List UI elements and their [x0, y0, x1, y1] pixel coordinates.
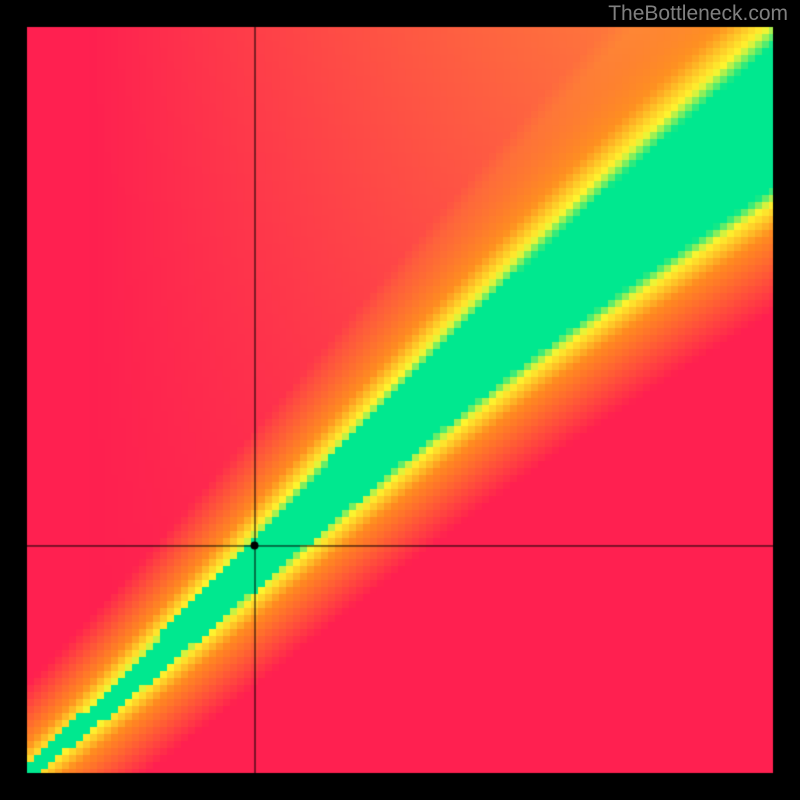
- bottleneck-heatmap: [0, 0, 800, 800]
- watermark-text: TheBottleneck.com: [608, 2, 788, 26]
- chart-container: TheBottleneck.com: [0, 0, 800, 800]
